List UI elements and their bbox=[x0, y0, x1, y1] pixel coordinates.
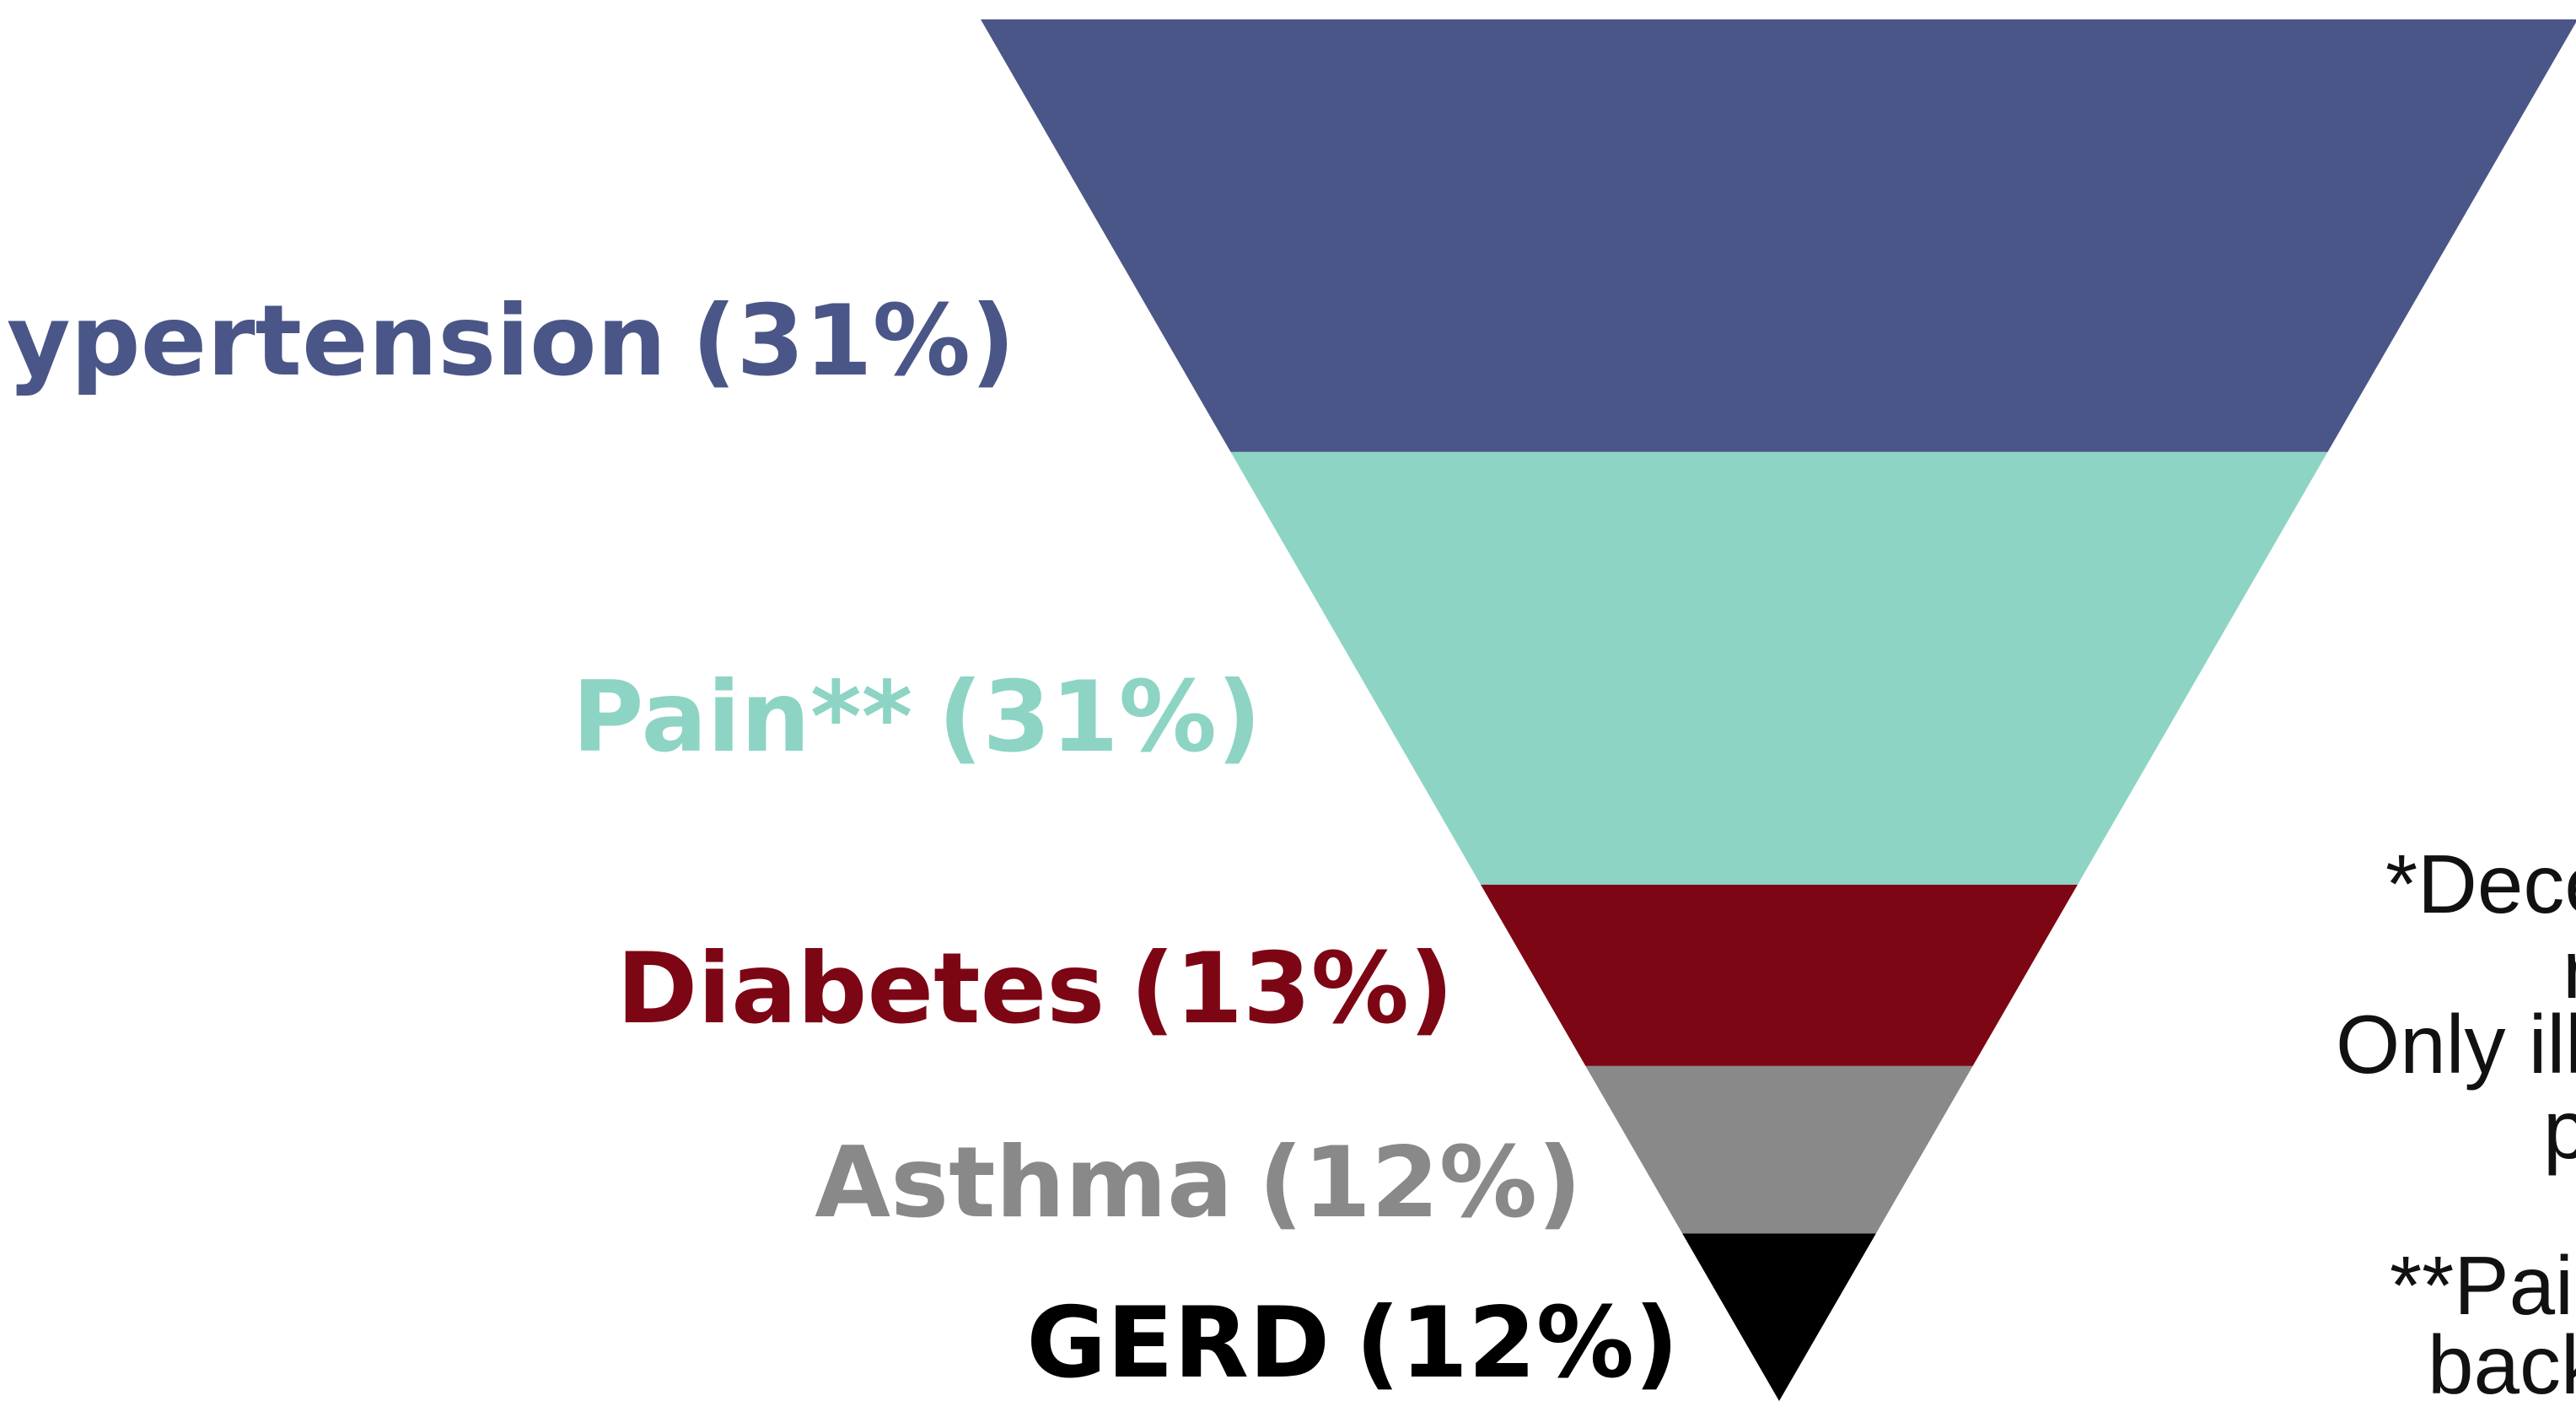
segment-label: Hypertension(31%) bbox=[0, 284, 1015, 398]
value-label: (12%) bbox=[1355, 1286, 1679, 1400]
footnote: back bbox=[2428, 1318, 2576, 1401]
footnote: r bbox=[2563, 923, 2576, 1016]
category-label: Diabetes bbox=[616, 932, 1105, 1046]
segment-label: GERD (12%) bbox=[1026, 1286, 1679, 1400]
funnel-segment bbox=[981, 19, 2576, 452]
funnel-segment bbox=[1682, 1233, 1876, 1401]
value-label: (12%) bbox=[1258, 1126, 1582, 1240]
footnote: *Dece bbox=[2385, 838, 2576, 930]
funnel-segment bbox=[1481, 884, 2078, 1066]
category-label: GERD bbox=[1026, 1286, 1330, 1400]
category-label: Asthma bbox=[815, 1126, 1233, 1240]
value-label: (31%) bbox=[938, 660, 1261, 774]
segment-label: Pain** (31%) bbox=[572, 660, 1261, 774]
segment-label: Asthma (12%) bbox=[815, 1126, 1582, 1240]
category-label: Pain** bbox=[572, 660, 912, 774]
value-label: (13%) bbox=[1130, 932, 1454, 1046]
funnel-segment bbox=[1230, 451, 2328, 885]
footnote: Only ill bbox=[2336, 998, 2576, 1091]
category-label: Hypertension bbox=[0, 284, 666, 398]
value-label: (31%) bbox=[691, 284, 1015, 398]
footnote: **Pai bbox=[2390, 1239, 2573, 1332]
footnote: p bbox=[2543, 1083, 2576, 1176]
funnel-segment bbox=[1585, 1065, 1973, 1234]
segment-label: Diabetes (13%) bbox=[616, 932, 1454, 1046]
